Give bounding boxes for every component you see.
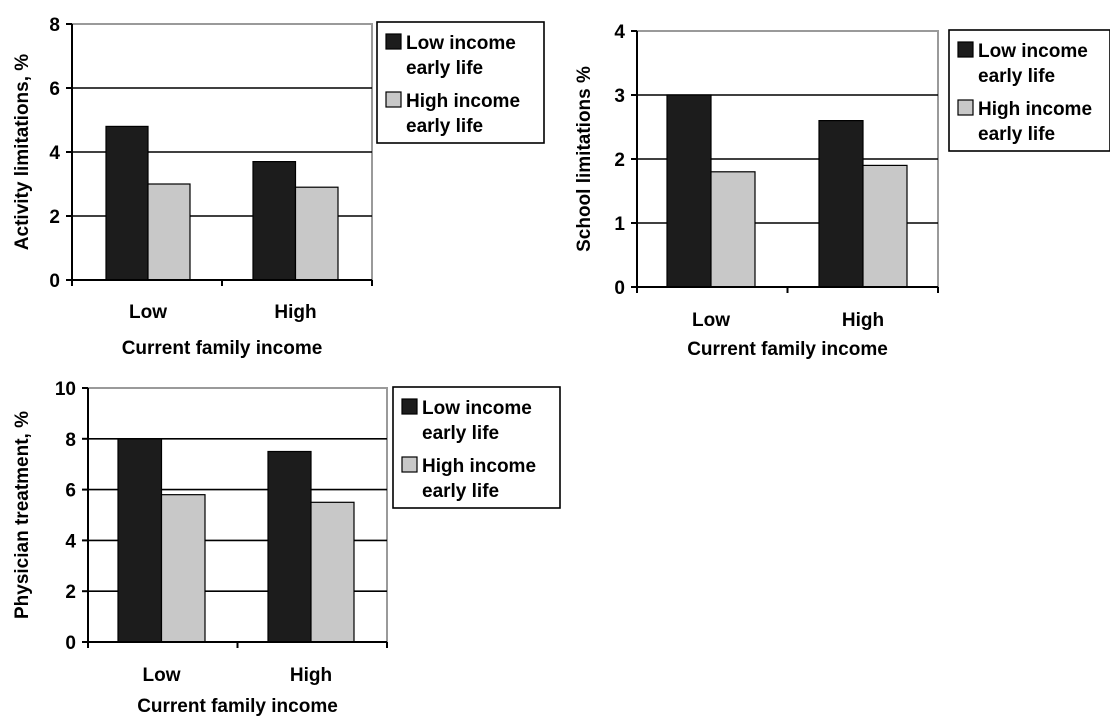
y-tick-label: 0 [65, 633, 76, 654]
x-axis-title: Current family income [687, 339, 888, 360]
y-tick-label: 4 [49, 143, 60, 164]
bar-low-income-early-life-high [267, 450, 312, 643]
bar-high-income-early-life-high [294, 186, 339, 281]
y-tick-label: 6 [49, 79, 60, 100]
legend-swatch [401, 456, 418, 473]
x-tick-label: High [274, 302, 316, 323]
legend-label: early life [406, 58, 483, 79]
x-axis-title: Current family income [122, 338, 323, 359]
legend-box [392, 386, 561, 509]
legend-label: early life [422, 423, 499, 444]
legend-label: Low income [406, 33, 516, 54]
legend: Low income early life High income early lif… [948, 29, 1110, 152]
legend-swatch [401, 398, 418, 415]
chart-panel: 0 2 4 6 8 Low High Current family income Activit… [12, 15, 545, 359]
legend-swatch [385, 91, 402, 108]
legend-box [376, 21, 545, 144]
x-tick-label: Low [692, 310, 730, 331]
bar-high-income-early-life-high [310, 501, 355, 643]
legend-swatch [957, 41, 974, 58]
chart-panel: 0 1 2 3 4 Low High Current family income School … [574, 22, 1110, 360]
x-axis-title: Current family income [137, 696, 338, 717]
x-tick-label: High [290, 665, 332, 686]
legend-label: High income [978, 99, 1092, 120]
legend-label: Low income [422, 398, 532, 419]
y-tick-label: 10 [55, 379, 76, 400]
y-axis-title: Activity limitations, % [12, 54, 33, 250]
y-axis-title: School limitations % [574, 66, 595, 252]
bar-low-income-early-life-low [666, 94, 712, 288]
legend: Low income early life High income early lif… [392, 386, 561, 509]
chart-panel: 0 2 4 6 8 10 Low High Current family income Physi… [12, 379, 561, 717]
bar-high-income-early-life-low [147, 183, 191, 281]
legend-label: early life [406, 116, 483, 137]
y-tick-label: 0 [49, 271, 60, 292]
legend-label: early life [422, 481, 499, 502]
y-tick-label: 8 [49, 15, 60, 36]
x-tick-label: Low [143, 665, 181, 686]
bar-low-income-early-life-high [818, 119, 864, 288]
legend: Low income early life High income early lif… [376, 21, 545, 144]
x-tick-label: High [842, 310, 884, 331]
legend-swatch [385, 33, 402, 50]
y-tick-label: 2 [65, 582, 76, 603]
legend-label: early life [978, 66, 1055, 87]
y-tick-label: 4 [614, 22, 625, 43]
bar-high-income-early-life-low [160, 494, 206, 643]
y-tick-label: 1 [614, 214, 625, 235]
y-axis-title: Physician treatment, % [12, 411, 33, 619]
y-tick-label: 2 [614, 150, 625, 171]
y-tick-label: 4 [65, 531, 76, 552]
y-tick-label: 0 [614, 278, 625, 299]
bar-high-income-early-life-high [862, 164, 908, 288]
y-tick-label: 8 [65, 430, 76, 451]
y-tick-label: 3 [614, 86, 625, 107]
y-tick-label: 6 [65, 481, 76, 502]
x-tick-label: Low [129, 302, 167, 323]
bar-low-income-early-life-low [117, 438, 163, 643]
legend-box [948, 29, 1110, 152]
legend-label: High income [406, 91, 520, 112]
legend-label: early life [978, 124, 1055, 145]
legend-label: Low income [978, 41, 1088, 62]
legend-label: High income [422, 456, 536, 477]
bar-high-income-early-life-low [710, 171, 756, 288]
bar-low-income-early-life-high [252, 161, 297, 281]
legend-swatch [957, 99, 974, 116]
y-tick-label: 2 [49, 207, 60, 228]
bar-low-income-early-life-low [105, 125, 149, 281]
